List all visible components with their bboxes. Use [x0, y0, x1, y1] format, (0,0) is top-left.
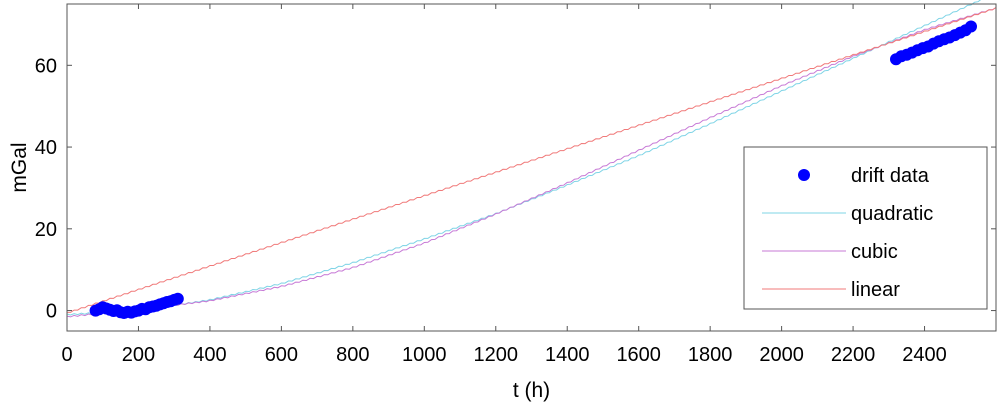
series-line-quadratic — [66, 0, 982, 316]
y-tick-label: 60 — [35, 55, 57, 77]
legend: drift data quadratic cubic linear — [743, 146, 988, 310]
x-tick-label: 1000 — [402, 344, 447, 366]
y-axis-label: mGal — [8, 142, 31, 192]
x-tick-label: 1400 — [545, 344, 590, 366]
x-tick-label: 600 — [265, 344, 298, 366]
legend-label-linear: linear — [851, 279, 900, 301]
x-tick-label: 2000 — [759, 344, 804, 366]
series-line-linear — [67, 7, 997, 313]
y-tick-label: 20 — [35, 219, 57, 241]
legend-label-quadratic: quadratic — [851, 203, 933, 225]
x-tick-label: 200 — [122, 344, 155, 366]
legend-box — [743, 146, 988, 310]
legend-marker-drift data — [798, 169, 810, 181]
series-line-cubic — [66, 7, 997, 318]
data-point — [171, 292, 184, 305]
x-tick-label: 800 — [336, 344, 369, 366]
series-layer — [66, 0, 997, 319]
x-tick-label: 1200 — [474, 344, 519, 366]
legend-label-drift data: drift data — [851, 165, 930, 187]
y-tick-label: 0 — [46, 301, 57, 323]
x-tick-label: 0 — [61, 344, 72, 366]
x-axis-label: t (h) — [513, 379, 550, 402]
y-tick-label: 40 — [35, 137, 57, 159]
x-tick-label: 2400 — [902, 344, 947, 366]
plot-frame — [66, 3, 997, 332]
legend-label-cubic: cubic — [851, 241, 898, 263]
x-tick-label: 2200 — [831, 344, 876, 366]
data-point — [965, 20, 977, 33]
x-tick-label: 1800 — [688, 344, 733, 366]
x-tick-label: 1600 — [616, 344, 661, 366]
x-tick-label: 400 — [193, 344, 226, 366]
axes-layer: 0 200 400 600 800 1000 1200 1400 1600 1800 2000 220… — [8, 3, 997, 402]
